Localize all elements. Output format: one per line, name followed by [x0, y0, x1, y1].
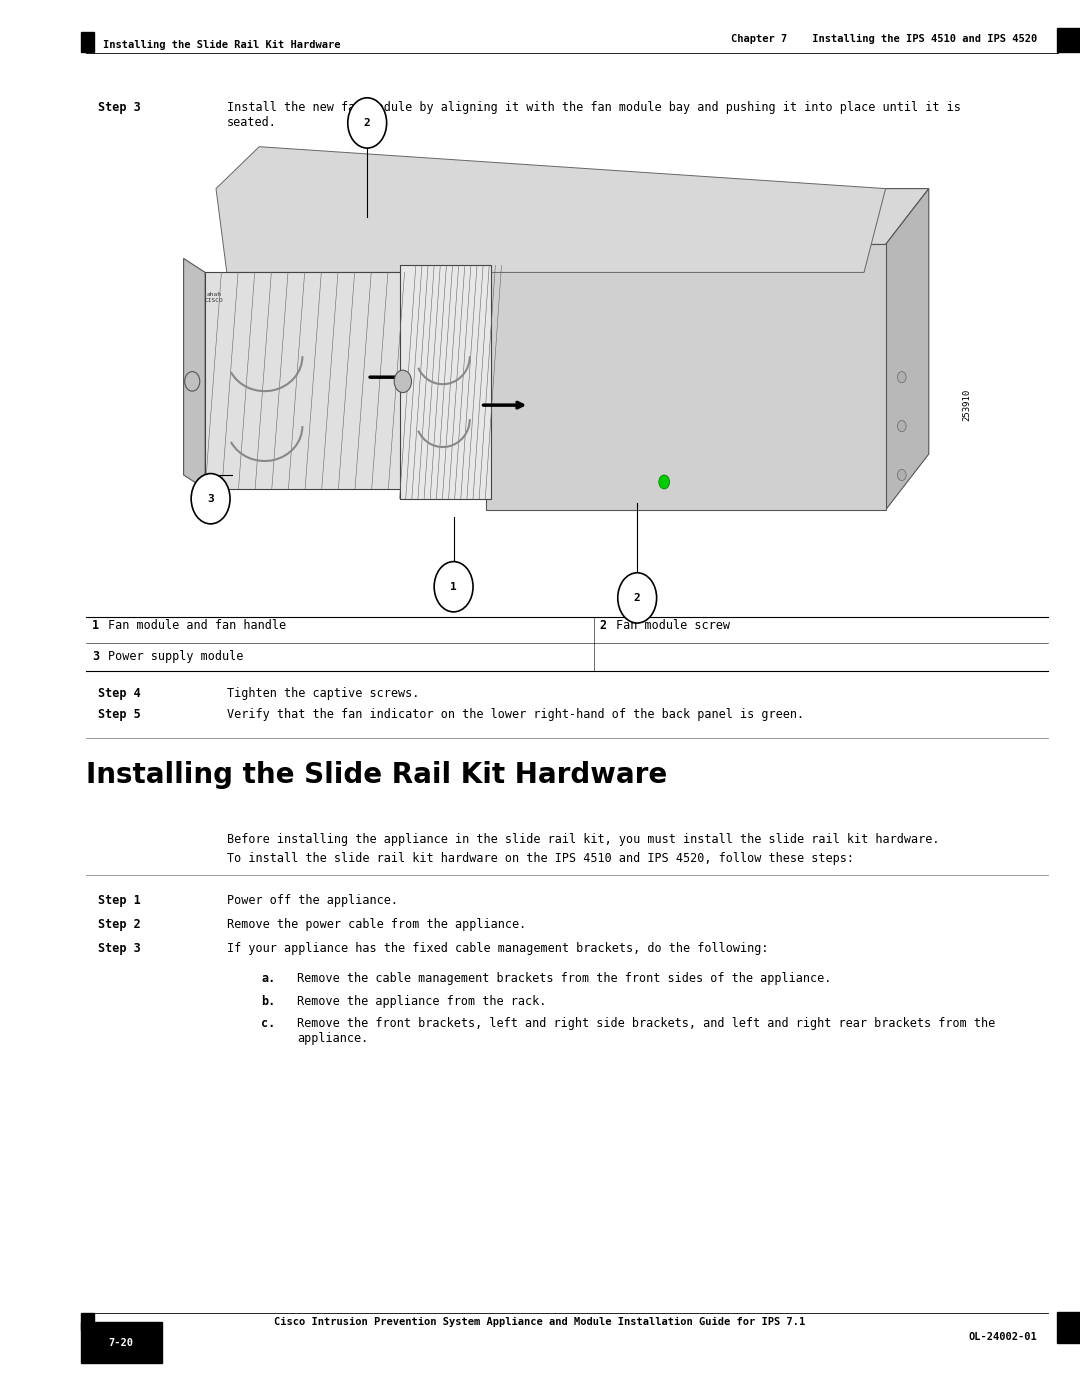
Text: 3: 3 [207, 493, 214, 504]
Circle shape [394, 370, 411, 393]
Bar [1057, 1312, 1080, 1343]
Text: To install the slide rail kit hardware on the IPS 4510 and IPS 4520, follow thes: To install the slide rail kit hardware o… [227, 852, 854, 865]
Text: Cisco Intrusion Prevention System Appliance and Module Installation Guide for IP: Cisco Intrusion Prevention System Applia… [274, 1316, 806, 1327]
Text: Install the new fan module by aligning it with the fan module bay and pushing it: Install the new fan module by aligning i… [227, 101, 961, 129]
Circle shape [191, 474, 230, 524]
Text: Fan module and fan handle: Fan module and fan handle [108, 619, 286, 633]
Text: Power off the appliance.: Power off the appliance. [227, 894, 397, 907]
Bar [81, 32, 94, 52]
Circle shape [897, 372, 906, 383]
Text: OL-24002-01: OL-24002-01 [968, 1331, 1037, 1343]
Polygon shape [216, 147, 886, 272]
Text: ahah
CISCO: ahah CISCO [204, 292, 224, 303]
Text: Remove the cable management brackets from the front sides of the appliance.: Remove the cable management brackets fro… [297, 972, 832, 985]
Circle shape [659, 475, 670, 489]
Polygon shape [486, 189, 929, 244]
Circle shape [185, 372, 200, 391]
Text: Verify that the fan indicator on the lower right-hand of the back panel is green: Verify that the fan indicator on the low… [227, 708, 804, 721]
Text: Before installing the appliance in the slide rail kit, you must install the slid: Before installing the appliance in the s… [227, 833, 940, 845]
Text: Remove the power cable from the appliance.: Remove the power cable from the applianc… [227, 918, 526, 930]
Text: Fan module screw: Fan module screw [616, 619, 730, 633]
Circle shape [897, 420, 906, 432]
Bar [400, 265, 491, 499]
Text: a.: a. [261, 972, 275, 985]
Text: Step 5: Step 5 [97, 708, 140, 721]
Text: 253910: 253910 [962, 388, 971, 422]
Circle shape [897, 469, 906, 481]
Text: 1: 1 [450, 581, 457, 592]
Polygon shape [886, 189, 929, 510]
Bar [1057, 28, 1080, 52]
Text: 7-20: 7-20 [108, 1337, 134, 1348]
Text: Power supply module: Power supply module [108, 650, 243, 664]
Text: b.: b. [261, 995, 275, 1007]
Bar [205, 272, 405, 489]
Text: Remove the appliance from the rack.: Remove the appliance from the rack. [297, 995, 546, 1007]
Text: Step 2: Step 2 [97, 918, 140, 930]
Polygon shape [184, 258, 205, 489]
Text: 2: 2 [599, 619, 607, 633]
Text: Step 3: Step 3 [97, 101, 140, 113]
Text: Step 4: Step 4 [97, 687, 140, 700]
Text: If your appliance has the fixed cable management brackets, do the following:: If your appliance has the fixed cable ma… [227, 942, 768, 954]
Circle shape [434, 562, 473, 612]
Text: 3: 3 [92, 650, 99, 664]
Bar [81, 1313, 94, 1330]
Text: Step 1: Step 1 [97, 894, 140, 907]
Text: 2: 2 [364, 117, 370, 129]
FancyBboxPatch shape [81, 1322, 162, 1363]
Circle shape [618, 573, 657, 623]
Text: Step 3: Step 3 [97, 942, 140, 954]
Text: 1: 1 [92, 619, 99, 633]
Text: Tighten the captive screws.: Tighten the captive screws. [227, 687, 419, 700]
Text: Installing the Slide Rail Kit Hardware: Installing the Slide Rail Kit Hardware [86, 761, 667, 789]
Text: c.: c. [261, 1017, 275, 1030]
Text: Installing the Slide Rail Kit Hardware: Installing the Slide Rail Kit Hardware [103, 39, 340, 50]
Text: Chapter 7    Installing the IPS 4510 and IPS 4520: Chapter 7 Installing the IPS 4510 and IP… [730, 34, 1037, 45]
Text: Remove the front brackets, left and right side brackets, and left and right rear: Remove the front brackets, left and righ… [297, 1017, 996, 1045]
Text: 2: 2 [634, 592, 640, 604]
Circle shape [348, 98, 387, 148]
FancyBboxPatch shape [486, 244, 886, 510]
